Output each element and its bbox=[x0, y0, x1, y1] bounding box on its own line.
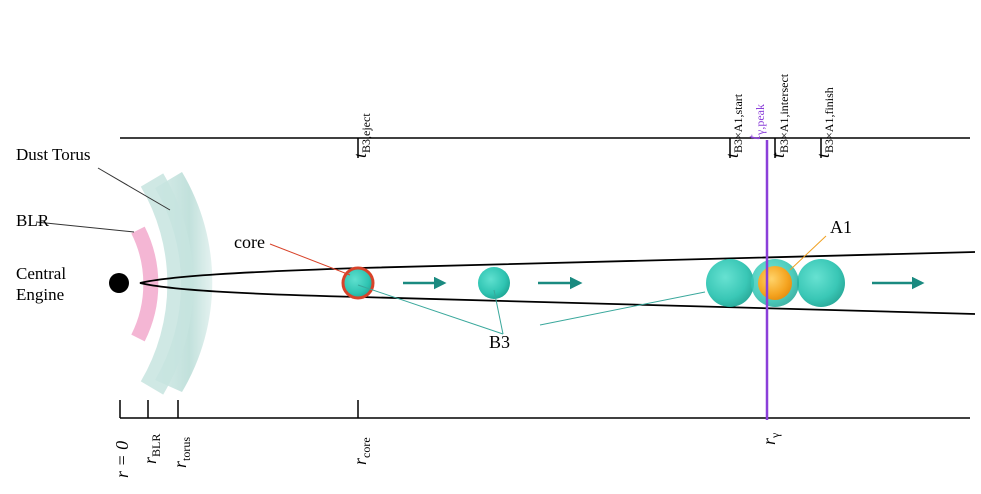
time-label-gamma-peak: tγ,peak bbox=[744, 104, 767, 140]
time-label-eject: tB3,eject bbox=[350, 113, 373, 158]
dust-torus-shape-inner bbox=[140, 173, 194, 395]
leader-dust-torus bbox=[97, 167, 171, 211]
time-label-finish: tB3×A1,finish bbox=[813, 87, 836, 158]
label-a1: A1 bbox=[830, 217, 852, 237]
leader-blr bbox=[35, 221, 135, 233]
b3-blob-start bbox=[706, 259, 754, 307]
leader-b3-2 bbox=[493, 289, 504, 335]
label-central-engine-1: Central bbox=[16, 264, 66, 283]
b3-blob-moving bbox=[478, 267, 510, 299]
label-blr: BLR bbox=[16, 211, 50, 230]
label-central-engine-2: Engine bbox=[16, 285, 64, 304]
time-label-intersect: tB3×A1,intersect bbox=[768, 73, 791, 158]
radius-label-torus: rtorus bbox=[170, 437, 193, 468]
label-core: core bbox=[234, 232, 265, 252]
label-b3: B3 bbox=[489, 332, 510, 352]
b3-blob-finish bbox=[797, 259, 845, 307]
jet-outline bbox=[139, 251, 976, 315]
leader-core bbox=[269, 243, 351, 276]
radius-label-zero: r = 0 bbox=[112, 441, 132, 478]
a1-blob bbox=[758, 266, 792, 300]
time-label-start: tB3×A1,start bbox=[722, 93, 745, 158]
radius-label-gamma: rγ bbox=[759, 432, 782, 445]
label-dust-torus: Dust Torus bbox=[16, 145, 91, 164]
b3-blob-core bbox=[341, 266, 375, 300]
central-engine bbox=[109, 273, 129, 293]
leader-a1 bbox=[789, 235, 827, 271]
radius-label-blr: rBLR bbox=[140, 434, 163, 464]
leader-b3-3 bbox=[539, 291, 706, 326]
radius-label-core: rcore bbox=[350, 437, 373, 465]
leader-b3-1 bbox=[357, 284, 504, 335]
blr-shape bbox=[131, 226, 159, 342]
